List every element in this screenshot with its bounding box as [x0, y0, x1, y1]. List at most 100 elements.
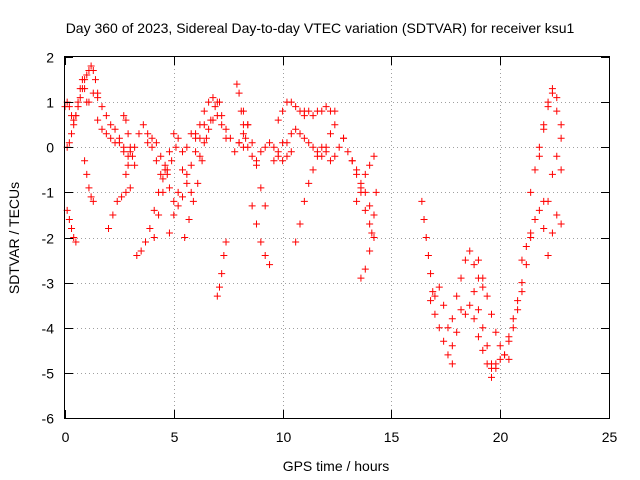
data-point — [420, 215, 428, 223]
x-tick-label: 25 — [602, 429, 618, 445]
data-point — [331, 121, 339, 129]
data-point — [492, 328, 500, 336]
data-point — [113, 197, 121, 205]
data-point — [557, 121, 565, 129]
data-point — [270, 143, 278, 151]
series-au — [544, 211, 565, 260]
data-point — [322, 148, 330, 156]
series-p — [181, 98, 223, 241]
data-point — [94, 94, 102, 102]
y-tick-label: -5 — [42, 366, 55, 382]
data-point — [274, 152, 282, 160]
y-tick-label: 1 — [46, 95, 54, 111]
data-point — [226, 134, 234, 142]
data-point — [200, 107, 208, 115]
data-point — [165, 184, 173, 192]
data-point — [353, 197, 361, 205]
data-point — [335, 143, 343, 151]
series-am — [470, 315, 500, 381]
data-point — [181, 234, 189, 241]
data-point — [165, 229, 173, 237]
data-point — [553, 211, 561, 219]
data-point — [266, 261, 274, 269]
data-point — [470, 261, 478, 269]
data-point — [81, 76, 89, 84]
data-point — [257, 238, 265, 246]
data-point — [479, 324, 487, 332]
data-point — [261, 202, 269, 210]
data-point — [270, 157, 278, 165]
data-point — [89, 197, 97, 205]
data-point — [187, 161, 195, 169]
data-point — [165, 148, 173, 156]
series-ao — [487, 288, 526, 372]
data-point — [326, 157, 334, 165]
data-point — [183, 179, 191, 187]
data-point — [422, 234, 430, 241]
data-point — [213, 292, 221, 300]
data-point — [366, 247, 374, 255]
y-tick-label: 2 — [46, 50, 54, 66]
series-ap — [505, 234, 535, 341]
data-point — [509, 324, 517, 332]
data-point — [170, 211, 178, 219]
data-point — [146, 224, 154, 232]
series-i — [122, 121, 165, 178]
data-point — [139, 121, 147, 129]
data-point — [487, 373, 495, 381]
data-point — [131, 161, 139, 169]
data-point — [244, 143, 252, 151]
data-point — [292, 125, 300, 133]
series-ae — [348, 157, 378, 241]
data-point — [313, 152, 321, 160]
data-point — [287, 148, 295, 156]
data-point — [257, 184, 265, 192]
data-point — [159, 175, 167, 183]
data-point — [322, 103, 330, 111]
data-point — [496, 342, 504, 350]
y-tick-label: -1 — [42, 185, 55, 201]
data-point — [235, 89, 243, 97]
y-axis-ticks: -6 -5 -4 -3 -2 -1 0 1 2 — [42, 50, 609, 427]
data-point — [118, 193, 126, 201]
data-point — [518, 256, 526, 264]
chart-title: Day 360 of 2023, Sidereal Day-to-day VTE… — [66, 20, 575, 36]
data-point — [535, 143, 543, 151]
data-point — [137, 247, 145, 255]
data-point — [252, 157, 260, 165]
data-point — [435, 324, 443, 332]
data-point — [89, 67, 97, 75]
data-point — [348, 157, 356, 165]
data-point — [318, 107, 326, 115]
data-point — [239, 130, 247, 138]
data-point — [102, 112, 110, 120]
plot-frame — [64, 56, 610, 419]
data-point — [179, 166, 187, 174]
data-point — [222, 238, 230, 246]
data-point — [274, 116, 282, 124]
data-point — [496, 355, 504, 363]
y-tick-label: -6 — [42, 411, 55, 427]
data-point — [157, 170, 165, 178]
data-point — [305, 139, 313, 147]
data-point — [94, 116, 102, 124]
data-point — [518, 288, 526, 296]
x-axis-ticks: 0 5 10 15 20 25 — [62, 57, 618, 445]
series-aj — [431, 283, 465, 350]
series-ak — [448, 247, 487, 323]
data-point — [466, 301, 474, 309]
data-point — [509, 315, 517, 323]
data-points — [61, 62, 565, 381]
x-tick-label: 5 — [171, 429, 179, 445]
data-point — [91, 76, 99, 84]
series-ab — [300, 103, 339, 120]
data-point — [424, 252, 432, 260]
data-point — [292, 238, 300, 246]
data-point — [196, 152, 204, 160]
data-point — [535, 206, 543, 214]
data-point — [242, 134, 250, 142]
data-point — [340, 134, 348, 142]
data-point — [361, 170, 369, 178]
series-as — [535, 85, 565, 160]
series-w — [248, 139, 287, 269]
